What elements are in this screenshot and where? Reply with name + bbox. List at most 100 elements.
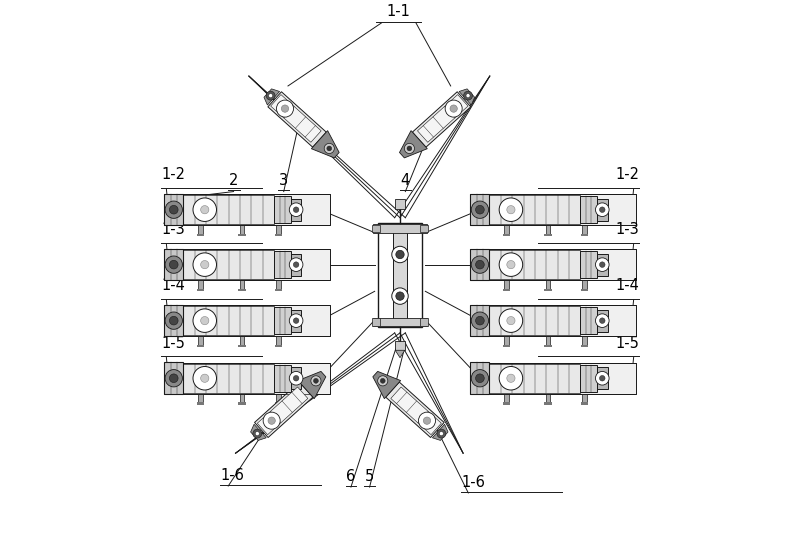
Circle shape xyxy=(201,317,209,325)
Bar xyxy=(582,336,587,345)
Circle shape xyxy=(165,312,182,329)
Bar xyxy=(490,195,580,224)
Text: 1-4: 1-4 xyxy=(161,278,185,294)
Circle shape xyxy=(499,198,522,222)
Bar xyxy=(183,306,274,335)
Circle shape xyxy=(499,309,522,332)
Bar xyxy=(164,363,330,394)
Circle shape xyxy=(599,375,605,381)
Circle shape xyxy=(170,374,178,382)
Circle shape xyxy=(193,253,217,277)
Circle shape xyxy=(466,93,470,98)
Circle shape xyxy=(165,370,182,387)
Polygon shape xyxy=(412,92,470,147)
Bar xyxy=(545,289,552,291)
Bar xyxy=(546,225,550,234)
Bar xyxy=(490,306,580,335)
Circle shape xyxy=(193,309,217,332)
Circle shape xyxy=(599,207,605,213)
Circle shape xyxy=(170,260,178,269)
Text: 1-6: 1-6 xyxy=(220,468,244,483)
Bar xyxy=(372,225,380,232)
Bar xyxy=(164,249,330,280)
Circle shape xyxy=(437,429,446,438)
Bar xyxy=(183,250,274,279)
Bar xyxy=(597,367,608,389)
Bar xyxy=(503,234,510,236)
Bar xyxy=(290,310,302,332)
Bar xyxy=(290,199,302,221)
Bar xyxy=(546,336,550,345)
Circle shape xyxy=(193,366,217,390)
Circle shape xyxy=(396,250,404,258)
Polygon shape xyxy=(268,92,326,147)
Circle shape xyxy=(471,256,489,273)
Bar xyxy=(470,249,636,280)
Bar xyxy=(503,289,510,291)
Bar xyxy=(505,394,509,403)
Bar xyxy=(545,345,552,347)
Polygon shape xyxy=(311,131,339,158)
Bar xyxy=(378,223,422,327)
Circle shape xyxy=(277,100,294,117)
Bar xyxy=(505,225,509,234)
Text: 4: 4 xyxy=(401,174,410,189)
Text: 1-3: 1-3 xyxy=(161,223,185,238)
Circle shape xyxy=(439,431,443,436)
Circle shape xyxy=(396,292,404,300)
Text: 1-1: 1-1 xyxy=(386,4,410,19)
Bar xyxy=(395,341,405,350)
Circle shape xyxy=(282,105,289,112)
Polygon shape xyxy=(250,424,266,441)
Bar xyxy=(580,307,597,334)
Circle shape xyxy=(471,312,489,329)
Text: 1-5: 1-5 xyxy=(615,336,639,351)
Polygon shape xyxy=(264,89,280,105)
Circle shape xyxy=(475,374,484,382)
Text: 1-3: 1-3 xyxy=(615,223,639,238)
Polygon shape xyxy=(418,95,468,142)
Circle shape xyxy=(392,246,408,263)
Bar xyxy=(470,363,490,394)
Bar xyxy=(198,280,203,289)
Polygon shape xyxy=(459,89,474,105)
Bar xyxy=(290,254,302,276)
Circle shape xyxy=(404,144,414,153)
Bar xyxy=(276,336,281,345)
Polygon shape xyxy=(270,95,321,142)
Circle shape xyxy=(378,376,388,386)
Bar xyxy=(240,280,244,289)
Polygon shape xyxy=(399,131,427,158)
Circle shape xyxy=(475,206,484,214)
Bar xyxy=(276,225,281,234)
Bar xyxy=(238,234,246,236)
Text: 3: 3 xyxy=(279,174,288,189)
Polygon shape xyxy=(298,371,326,399)
Bar xyxy=(545,234,552,236)
Circle shape xyxy=(499,253,522,277)
Circle shape xyxy=(324,144,334,153)
Bar xyxy=(580,365,597,392)
Bar xyxy=(276,394,281,403)
Circle shape xyxy=(290,314,303,327)
Text: 1-6: 1-6 xyxy=(462,475,486,490)
Circle shape xyxy=(595,203,609,216)
Circle shape xyxy=(471,370,489,387)
Bar xyxy=(582,225,587,234)
Polygon shape xyxy=(373,371,401,399)
Text: 5: 5 xyxy=(365,469,374,484)
Bar xyxy=(470,194,636,225)
Polygon shape xyxy=(386,382,444,437)
Circle shape xyxy=(380,379,385,383)
Bar xyxy=(582,280,587,289)
Bar xyxy=(420,318,428,326)
Bar xyxy=(274,196,290,223)
Text: 6: 6 xyxy=(346,469,355,484)
Bar xyxy=(164,249,183,280)
Bar xyxy=(197,345,204,347)
Bar xyxy=(546,280,550,289)
Polygon shape xyxy=(254,382,313,437)
Circle shape xyxy=(290,203,303,216)
Text: 1-4: 1-4 xyxy=(615,278,639,294)
Bar xyxy=(505,336,509,345)
